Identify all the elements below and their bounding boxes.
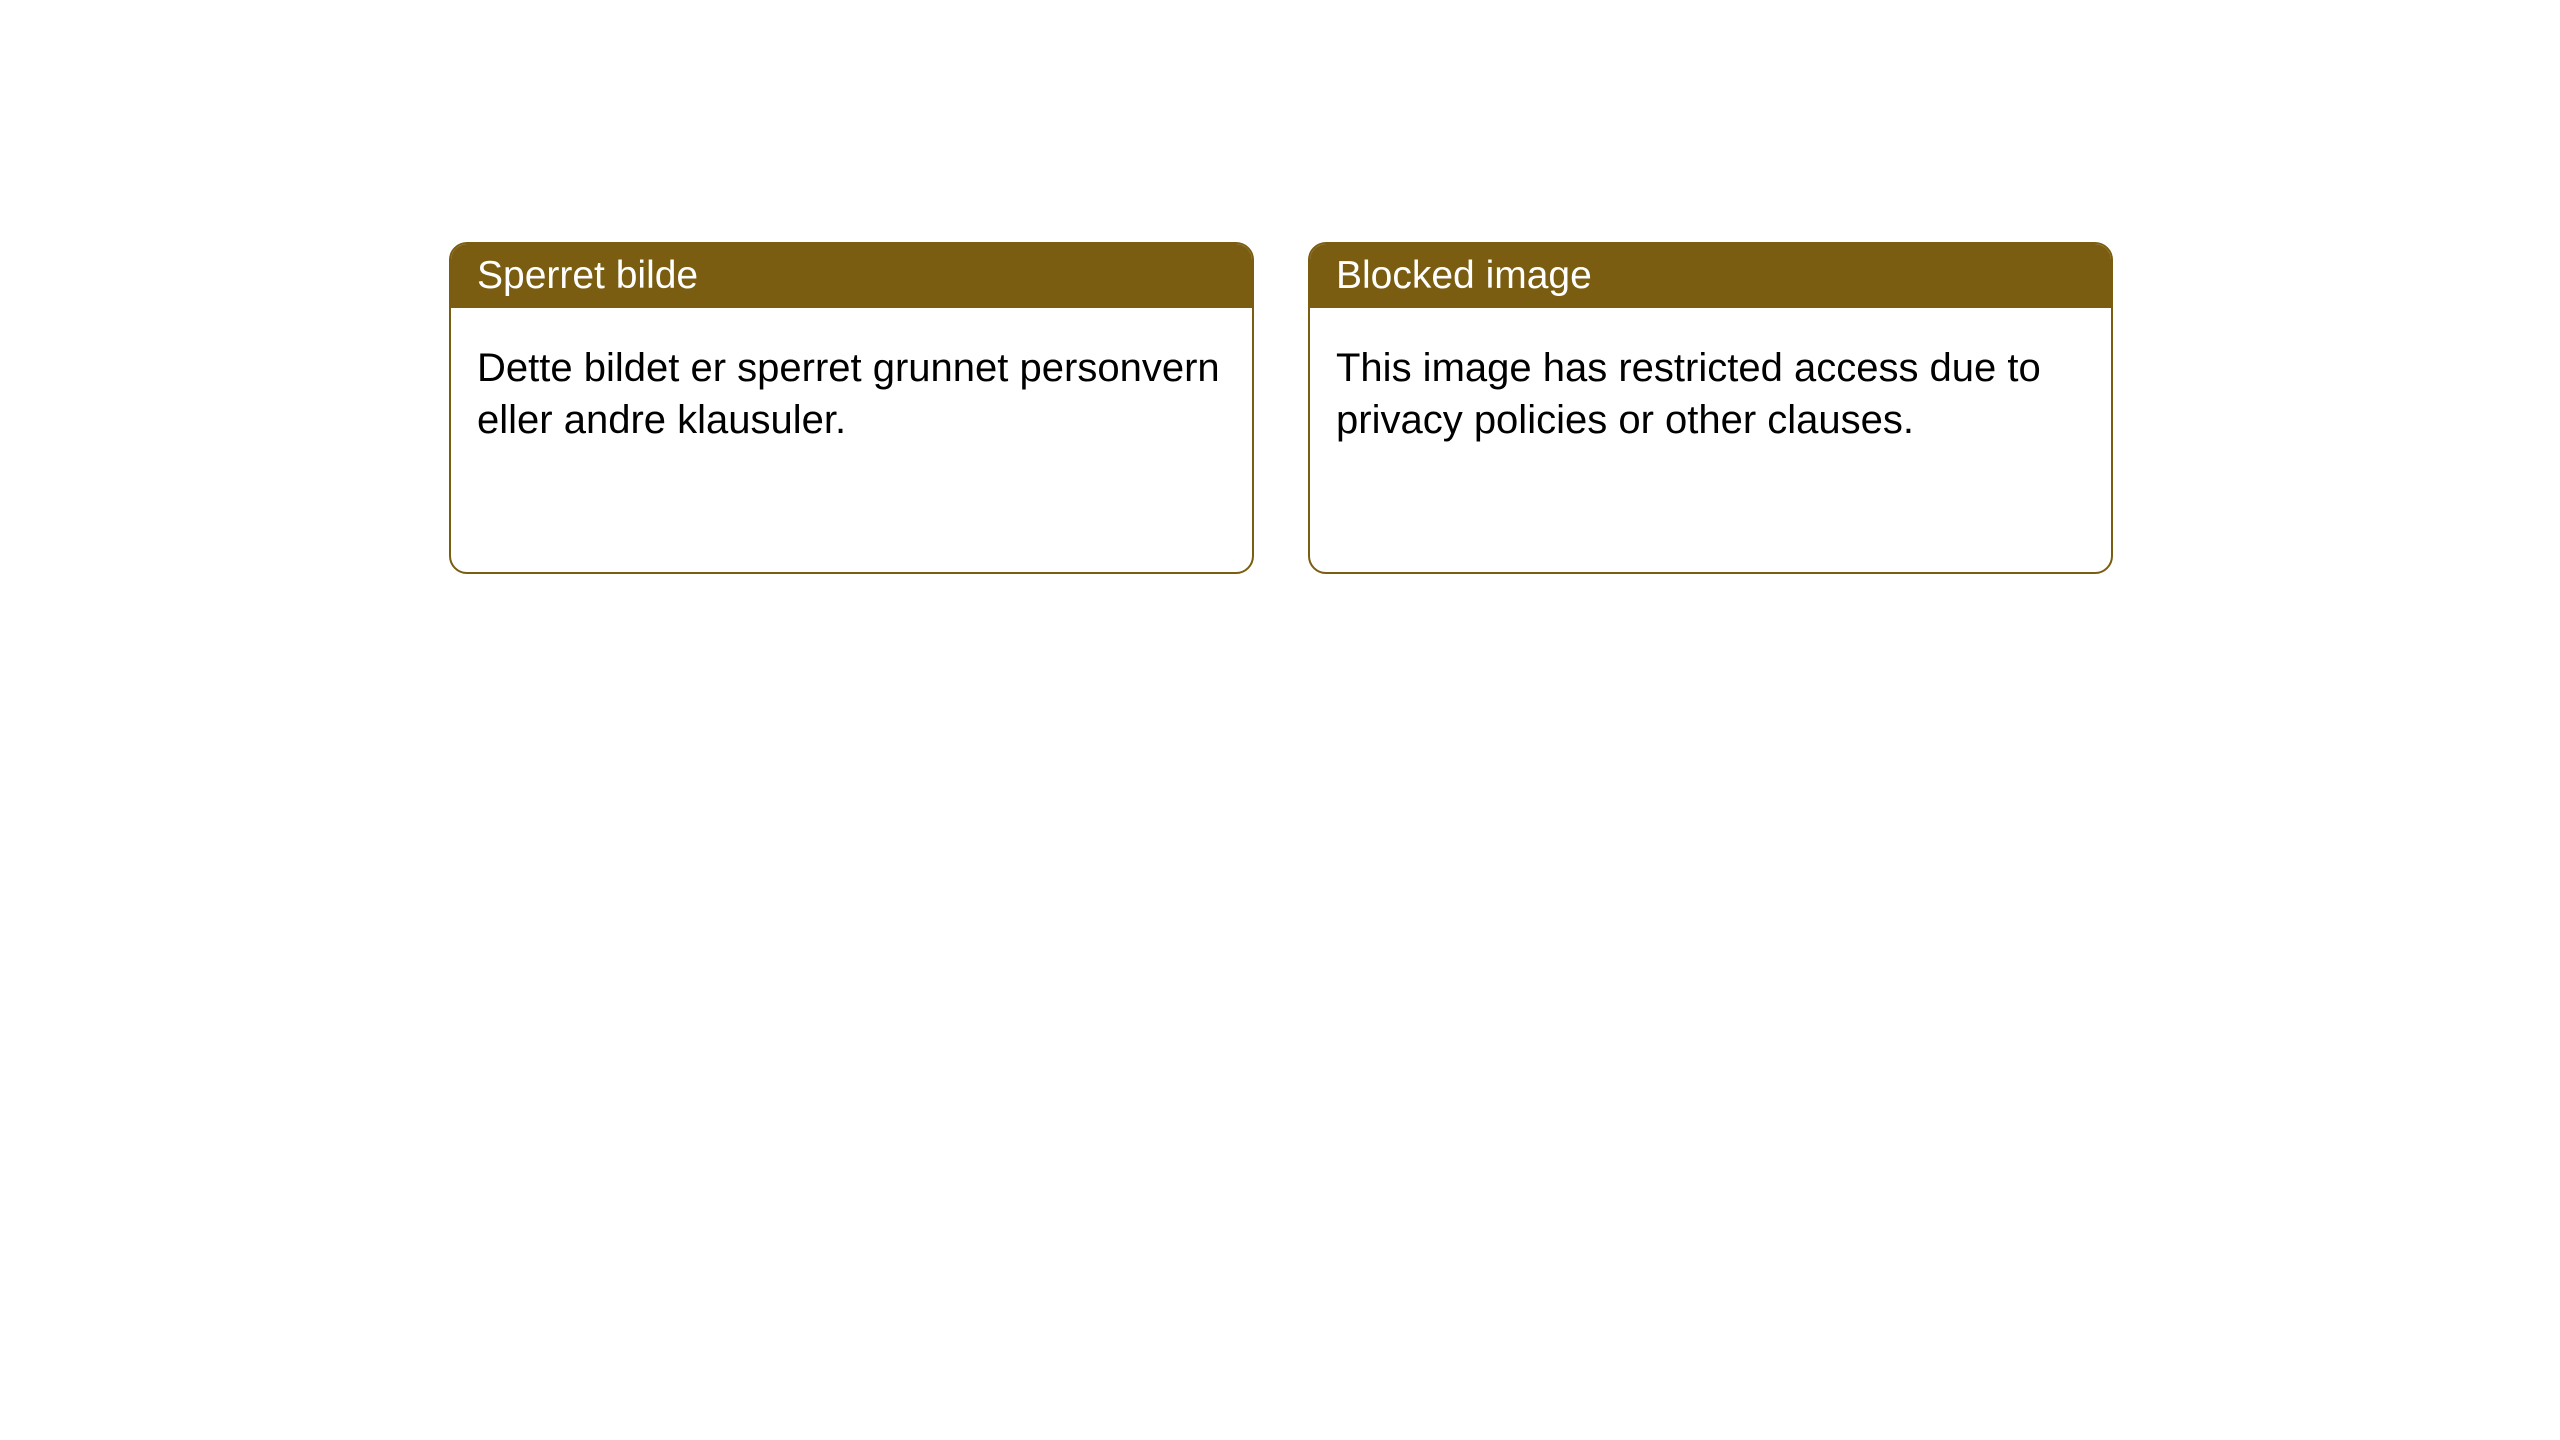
card-title-norwegian: Sperret bilde xyxy=(477,254,698,297)
cards-container: Sperret bilde Dette bildet er sperret gr… xyxy=(449,242,2113,574)
blocked-image-card-norwegian: Sperret bilde Dette bildet er sperret gr… xyxy=(449,242,1254,574)
card-text-norwegian: Dette bildet er sperret grunnet personve… xyxy=(477,346,1220,442)
card-text-english: This image has restricted access due to … xyxy=(1336,346,2041,442)
card-body-norwegian: Dette bildet er sperret grunnet personve… xyxy=(451,308,1252,480)
blocked-image-card-english: Blocked image This image has restricted … xyxy=(1308,242,2113,574)
card-header-english: Blocked image xyxy=(1310,244,2111,308)
card-body-english: This image has restricted access due to … xyxy=(1310,308,2111,480)
card-header-norwegian: Sperret bilde xyxy=(451,244,1252,308)
card-title-english: Blocked image xyxy=(1336,254,1592,297)
